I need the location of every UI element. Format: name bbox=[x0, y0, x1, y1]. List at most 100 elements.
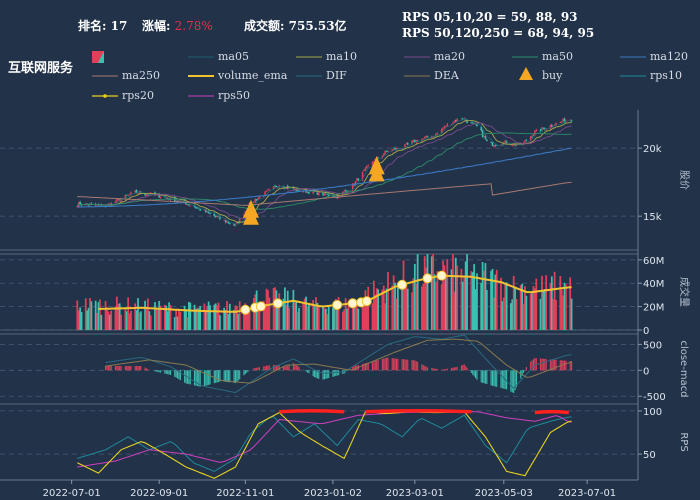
volume-bar bbox=[502, 297, 505, 330]
candle-body bbox=[486, 139, 488, 142]
candle-body bbox=[367, 165, 369, 167]
x-tick-label: 2022-09-01 bbox=[130, 488, 188, 499]
candle-body bbox=[394, 147, 396, 151]
x-tick-label: 2022-11-01 bbox=[216, 488, 274, 499]
candle-body bbox=[405, 143, 408, 145]
volume-bar bbox=[166, 311, 169, 330]
candle-body bbox=[267, 189, 269, 191]
candle-body bbox=[318, 191, 320, 196]
candle-body bbox=[334, 195, 337, 198]
candle-body bbox=[227, 221, 230, 224]
candle-body bbox=[539, 129, 542, 132]
candle-body bbox=[504, 140, 506, 143]
candle-body bbox=[462, 118, 464, 120]
volume-bar bbox=[525, 295, 528, 330]
volume-bar bbox=[435, 282, 437, 330]
volume-bar bbox=[223, 307, 226, 330]
volume-bar bbox=[450, 269, 453, 330]
volume-bar bbox=[334, 298, 337, 330]
candle-body bbox=[436, 132, 439, 134]
volume-bar bbox=[262, 300, 265, 330]
candle-body bbox=[446, 123, 449, 127]
volume-bar bbox=[199, 305, 202, 330]
candle-body bbox=[560, 121, 563, 123]
volume-bar bbox=[86, 310, 89, 330]
candle-body bbox=[193, 205, 196, 208]
candle-body bbox=[134, 190, 136, 193]
volume-bar bbox=[148, 311, 151, 330]
volume-bar bbox=[183, 305, 186, 330]
volume-bar bbox=[276, 306, 279, 330]
candle-body bbox=[205, 209, 207, 213]
change-value: 2.78% bbox=[174, 19, 213, 33]
volume-bar bbox=[347, 302, 350, 330]
volume-bar bbox=[541, 275, 543, 330]
candle-body bbox=[114, 201, 117, 204]
candle-body bbox=[209, 212, 211, 214]
volume-bar bbox=[203, 303, 206, 330]
candle-body bbox=[229, 223, 231, 225]
volume-bar bbox=[353, 298, 355, 330]
volume-bar bbox=[545, 275, 548, 330]
volume-bar bbox=[460, 268, 463, 330]
candle-body bbox=[178, 200, 180, 202]
volume-bar bbox=[252, 298, 255, 330]
volume-bar bbox=[456, 265, 459, 330]
volume-ema-marker bbox=[436, 270, 447, 281]
y-tick-label: 50 bbox=[643, 450, 656, 461]
volume-bar bbox=[365, 306, 368, 330]
volume-bar bbox=[285, 305, 288, 330]
candle-body bbox=[179, 199, 182, 201]
candle-body bbox=[322, 191, 324, 196]
volume-bar bbox=[436, 271, 439, 330]
volume-bar bbox=[346, 308, 348, 330]
volume-bar bbox=[512, 275, 515, 330]
candle-body bbox=[474, 123, 477, 125]
volume-bar bbox=[461, 281, 464, 330]
volume-bar bbox=[293, 302, 296, 330]
candle-body bbox=[137, 193, 139, 195]
volume-bar bbox=[570, 298, 573, 330]
volume-bar bbox=[258, 309, 261, 330]
volume-bar bbox=[244, 303, 247, 330]
candle-body bbox=[90, 203, 93, 205]
volume-bar bbox=[236, 306, 238, 330]
rank-text: 排名: 17 bbox=[78, 17, 127, 34]
candle-body bbox=[128, 194, 131, 196]
volume-bar bbox=[127, 297, 130, 330]
x-tick-label: 2022-07-01 bbox=[43, 488, 101, 499]
volume-bar bbox=[491, 268, 494, 330]
y-tick-label: 0 bbox=[643, 366, 649, 377]
buy-signals bbox=[243, 156, 385, 225]
volume-bar bbox=[480, 282, 483, 330]
candle-body bbox=[495, 145, 498, 146]
volume-bar bbox=[284, 287, 286, 330]
rps-strength-highlight bbox=[534, 409, 569, 415]
volume-bar bbox=[396, 282, 399, 330]
volume-bar bbox=[392, 275, 395, 330]
candle-body bbox=[541, 127, 543, 132]
candle-body bbox=[553, 125, 556, 126]
volume-bar bbox=[178, 309, 180, 330]
candle-body bbox=[234, 224, 237, 226]
candle-body bbox=[435, 133, 437, 138]
volume-bar bbox=[341, 311, 344, 330]
volume-bars bbox=[76, 254, 573, 330]
volume-bar bbox=[532, 286, 535, 330]
volume-bar bbox=[149, 315, 152, 330]
volume-bar bbox=[308, 303, 310, 330]
volume-bar bbox=[106, 307, 108, 330]
rank-label: 排名: bbox=[78, 19, 107, 33]
volume-bar bbox=[549, 283, 552, 330]
volume-bar bbox=[336, 303, 339, 330]
candle-body bbox=[466, 119, 468, 123]
volume-bar bbox=[351, 304, 354, 330]
volume-bar bbox=[248, 308, 251, 330]
volume-bar bbox=[130, 310, 132, 330]
volume-bar bbox=[356, 304, 358, 330]
ma20-line bbox=[76, 122, 572, 220]
volume-bar bbox=[430, 256, 433, 330]
volume-bar bbox=[405, 282, 408, 330]
candle-body bbox=[522, 142, 525, 145]
volume-bar bbox=[382, 285, 385, 330]
